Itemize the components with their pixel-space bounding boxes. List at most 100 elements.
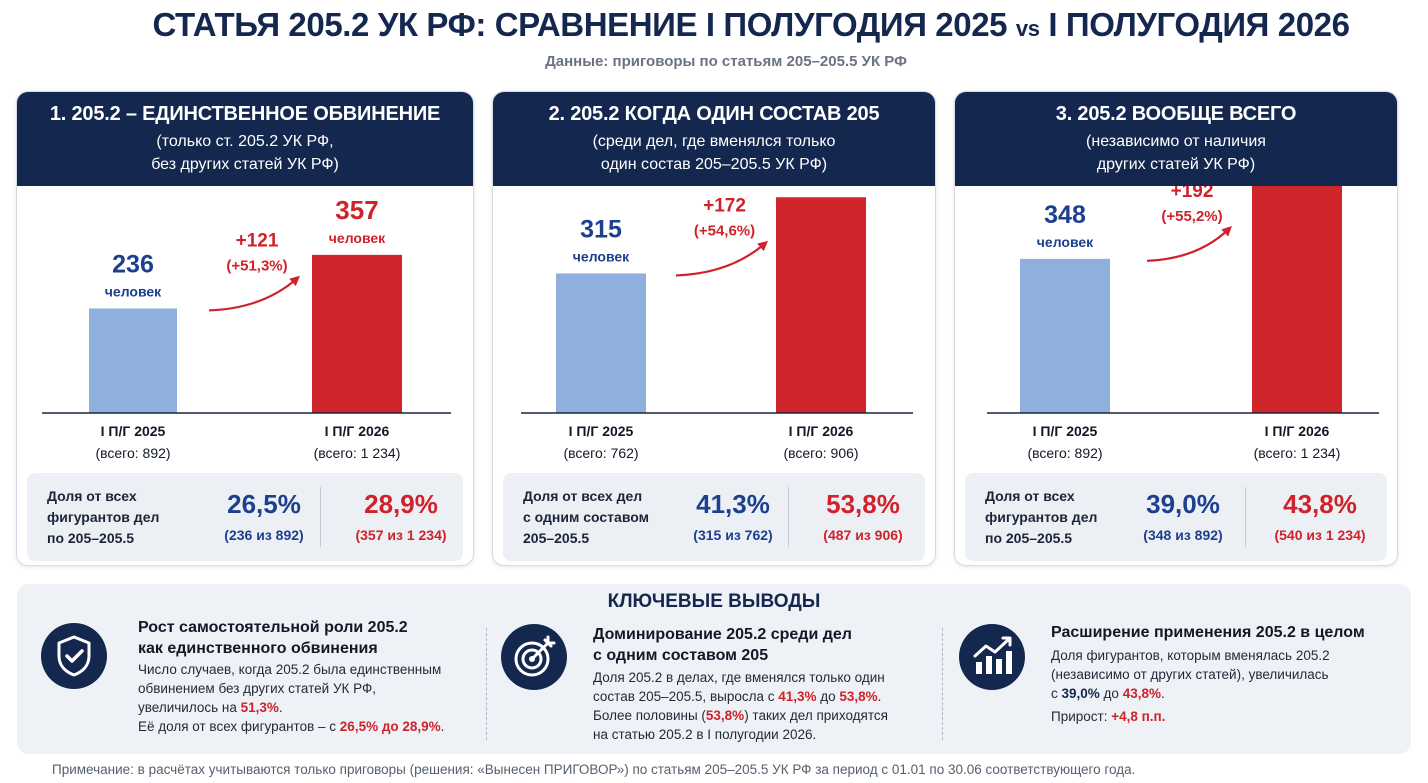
share-box: Доля от всех фигурантов дел по 205–205.5…: [27, 473, 463, 561]
bar-2026: [776, 197, 866, 413]
finding-highlight: 51,3%: [240, 700, 279, 715]
finding-text: Число случаев, когда 205.2 была единстве…: [138, 660, 444, 736]
share-2025-value: 39,0%: [1146, 489, 1220, 519]
finding-highlight: 43,8%: [1122, 686, 1161, 701]
x-tick-note: (всего: 892): [95, 445, 170, 461]
bar-2025: [556, 273, 646, 413]
bar-2026: [312, 254, 402, 413]
share-2025-detail: (315 из 762): [693, 527, 773, 543]
x-tick-note: (всего: 892): [1027, 445, 1102, 461]
share-divider: [320, 487, 321, 547]
finding-one-composition: Доминирование 205.2 среди дел с одним со…: [487, 584, 947, 754]
x-tick-label: I П/Г 2025: [1033, 423, 1098, 439]
finding-text-part: ) таких дел приходятся на статью 205.2 в…: [593, 708, 888, 742]
share-divider: [788, 487, 789, 547]
bar-unit-label: человек: [105, 283, 162, 299]
finding-highlight: +4,8 п.п.: [1111, 709, 1166, 724]
panel-header: 1. 205.2 – ЕДИНСТВЕННОЕ ОБВИНЕНИЕ (тольк…: [17, 92, 473, 186]
finding-text-part: Число случаев, когда 205.2 была единстве…: [138, 662, 442, 715]
x-tick-note: (всего: 906): [783, 445, 858, 461]
share-2026-detail: (357 из 1 234): [355, 527, 447, 543]
footnote: Примечание: в расчётах учитываются тольк…: [52, 762, 1136, 777]
share-box: Доля от всех фигурантов дел по 205–205.5…: [965, 473, 1387, 561]
share-label: Доля от всех фигурантов дел по 205–205.5: [47, 488, 160, 546]
bar-unit-label: человек: [1037, 234, 1094, 250]
panel-subtitle-line-2: других статей УК РФ): [1096, 156, 1256, 173]
share-2025-value: 26,5%: [227, 489, 301, 519]
bar-chart: 236 человек I П/Г 2025 (всего: 892) 357 челов…: [42, 195, 451, 461]
panel-subtitle-line-1: (среди дел, где вменялся только: [592, 133, 836, 150]
bar-value-label: 348: [1044, 201, 1086, 229]
share-2026-value: 53,8%: [826, 489, 900, 519]
bar-2026: [1252, 186, 1342, 413]
finding-text-part: .: [278, 700, 283, 715]
finding-title: Рост самостоятельной роли 205.2 как един…: [138, 619, 408, 657]
finding-title: Доминирование 205.2 среди дел с одним со…: [593, 626, 852, 664]
share-2026-value: 43,8%: [1283, 489, 1357, 519]
bar-unit-label: человек: [573, 248, 630, 264]
finding-highlight: 39,0%: [1061, 686, 1100, 701]
finding-text-part: Её доля от всех фигурантов – с: [138, 719, 340, 734]
bar-value-label: 357: [335, 195, 378, 225]
panel-title: 2. 205.2 КОГДА ОДИН СОСТАВ 205: [548, 103, 880, 125]
share-2025-value: 41,3%: [696, 489, 770, 519]
finding-highlight: 53,8%: [705, 708, 745, 723]
page-subtitle: Данные: приговоры по статьям 205–205.5 У…: [545, 53, 907, 70]
finding-text-part: до: [816, 689, 840, 704]
bar-value-label: 315: [580, 215, 622, 243]
share-label: Доля от всех фигурантов дел по 205–205.5: [985, 488, 1098, 546]
finding-highlight: 26,5% до 28,9%: [339, 719, 441, 734]
share-divider: [1245, 487, 1246, 547]
panel-header: 3. 205.2 ВООБЩЕ ВСЕГО (независимо от нал…: [955, 92, 1397, 186]
page-title-vs: vs: [1015, 16, 1040, 41]
x-tick-label: I П/Г 2025: [569, 423, 634, 439]
page-title-end: I ПОЛУГОДИЯ 2026: [1048, 6, 1350, 43]
finding-text-part: Прирост:: [1051, 709, 1112, 724]
panel-single-charge: 1. 205.2 – ЕДИНСТВЕННОЕ ОБВИНЕНИЕ (тольк…: [16, 91, 474, 566]
finding-single-charge: Рост самостоятельной роли 205.2 как един…: [17, 584, 477, 754]
findings-divider: [942, 628, 943, 740]
finding-text-part: .: [440, 719, 445, 734]
bar-unit-label: человек: [793, 186, 850, 188]
bar-unit-label: человек: [329, 230, 386, 246]
finding-title: Расширение применения 205.2 в целом: [1051, 624, 1365, 641]
findings-divider: [486, 628, 487, 740]
x-tick-label: I П/Г 2026: [1265, 423, 1330, 439]
key-findings: КЛЮЧЕВЫЕ ВЫВОДЫ Рост самостоятельной рол…: [17, 584, 1411, 754]
x-tick-label: I П/Г 2026: [789, 423, 854, 439]
share-2026-detail: (487 из 906): [823, 527, 903, 543]
panel-subtitle-line-1: (только ст. 205.2 УК РФ,: [156, 133, 334, 150]
finding-text-part: Более половины (: [593, 708, 706, 723]
bar-value-label: 236: [112, 250, 154, 278]
finding-highlight: 41,3%: [778, 689, 817, 704]
bar-2025: [89, 308, 177, 413]
x-tick-label: I П/Г 2026: [325, 423, 390, 439]
change-absolute-label: +121: [236, 230, 279, 251]
finding-highlight: 53,8%: [839, 689, 878, 704]
change-percent-label: (+54,6%): [694, 222, 755, 239]
change-absolute-label: +172: [703, 195, 746, 216]
x-tick-note: (всего: 1 234): [314, 445, 401, 461]
finding-text-part: Доля 205.2 в делах, где вменялся только …: [593, 670, 885, 704]
growth-arrow: [1146, 226, 1232, 262]
panel-overall: 3. 205.2 ВООБЩЕ ВСЕГО (независимо от нал…: [954, 91, 1398, 566]
panel-subtitle-line-2: один состав 205–205.5 УК РФ): [600, 156, 828, 173]
share-box: Доля от всех дел с одним составом 205–20…: [503, 473, 925, 561]
x-tick-note: (всего: 762): [563, 445, 638, 461]
growth-arrow: [208, 275, 301, 312]
growth-chart-icon: [959, 624, 1025, 690]
panel-subtitle-line-2: без других статей УК РФ): [151, 156, 339, 173]
finding-text-part: .: [877, 689, 882, 704]
finding-text: Доля 205.2 в делах, где вменялся только …: [593, 668, 888, 744]
change-percent-label: (+55,2%): [1161, 208, 1222, 225]
shield-check-icon: [41, 623, 107, 689]
share-label: Доля от всех дел с одним составом 205–20…: [523, 488, 649, 546]
share-2025-detail: (236 из 892): [224, 527, 304, 543]
finding-text-part: Доля фигурантов, которым вменялась 205.2…: [1051, 648, 1330, 701]
key-findings-title: КЛЮЧЕВЫЕ ВЫВОДЫ: [607, 591, 821, 612]
change-absolute-label: +192: [1171, 186, 1214, 202]
page-title: СТАТЬЯ 205.2 УК РФ: СРАВНЕНИЕ I ПОЛУГОДИ…: [0, 6, 1428, 44]
finding-text-part: .: [1160, 686, 1165, 701]
